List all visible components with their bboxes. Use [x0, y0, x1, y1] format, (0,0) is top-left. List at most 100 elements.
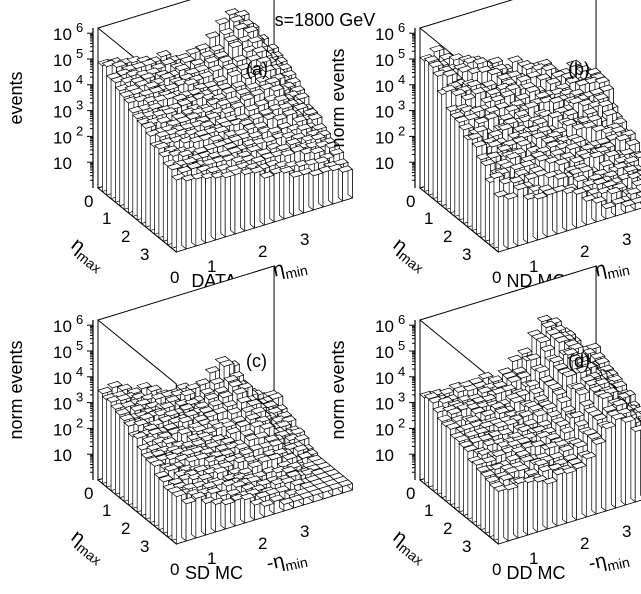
- y-tick-label: 3: [300, 522, 309, 541]
- lego-bar: [532, 474, 548, 533]
- panel-tag: (a): [246, 59, 268, 79]
- lego-bar: [259, 499, 275, 518]
- lego-bar: [561, 186, 578, 232]
- z-tick-exponent: 3: [76, 98, 83, 113]
- z-axis-label: events: [6, 71, 26, 124]
- figure-title: √s=1800 GeV: [265, 10, 375, 30]
- lego-bar: [561, 466, 578, 524]
- lego-bar: [327, 482, 344, 497]
- lego-bar: [288, 170, 305, 217]
- lego-bar: [327, 163, 344, 205]
- lego-bars: [97, 7, 354, 253]
- z-axis-label: norm events: [328, 340, 348, 439]
- z-tick-label: 10: [375, 51, 394, 70]
- lego-bar: [220, 170, 236, 238]
- x-tick-label: 1: [102, 501, 111, 520]
- lego-bar: [571, 187, 588, 229]
- lego-bar: [171, 172, 187, 253]
- x-tick-label: 2: [121, 227, 130, 246]
- x-tick-label: 0: [84, 192, 93, 211]
- z-tick-label: 10: [53, 77, 72, 96]
- y-tick-label: 0: [170, 560, 179, 579]
- z-tick-label: 10: [53, 154, 72, 173]
- y-tick-label: 1: [529, 549, 538, 568]
- lego-bar: [337, 479, 354, 494]
- lego-bar: [288, 494, 305, 509]
- z-tick-label: 10: [375, 369, 394, 388]
- z-tick-label: 10: [53, 51, 72, 70]
- lego-bar: [337, 165, 354, 202]
- z-tick-label: 10: [53, 103, 72, 122]
- lego-bar: [542, 476, 558, 530]
- lego-bars: [419, 314, 641, 545]
- panel-caption: SD MC: [185, 563, 243, 583]
- z-tick-exponent: 3: [398, 98, 405, 113]
- lego-bar: [317, 165, 334, 208]
- lego-bar: [551, 184, 568, 235]
- y-tick-label: 1: [207, 257, 216, 276]
- z-tick-exponent: 4: [76, 72, 83, 87]
- z-tick-label: 10: [375, 77, 394, 96]
- x-axis-label: ηmax: [387, 234, 432, 277]
- lego-bars: [419, 44, 641, 253]
- lego-bar: [298, 167, 314, 214]
- x-tick-label: 2: [443, 519, 452, 538]
- x-tick-label: 3: [140, 245, 149, 264]
- y-tick-label: 2: [258, 242, 267, 261]
- panel-caption: DD MC: [507, 563, 566, 583]
- y-tick-label: 2: [580, 534, 589, 553]
- lego-bar: [278, 165, 295, 220]
- z-tick-exponent: 3: [76, 390, 83, 405]
- z-tick-exponent: 2: [398, 415, 405, 430]
- z-tick-exponent: 4: [76, 364, 83, 379]
- z-axis-label: norm events: [6, 340, 26, 439]
- y-tick-label: 0: [492, 560, 501, 579]
- x-tick-label: 0: [84, 484, 93, 503]
- x-tick-label: 3: [140, 537, 149, 556]
- z-axis-label: norm events: [328, 48, 348, 147]
- y-tick-label: 0: [492, 268, 501, 287]
- lego-bar: [581, 194, 597, 226]
- z-tick-exponent: 5: [76, 338, 83, 353]
- lego-bars: [97, 355, 354, 545]
- lego-bar: [181, 173, 197, 250]
- z-tick-exponent: 6: [398, 20, 405, 35]
- z-tick-exponent: 2: [76, 123, 83, 138]
- y-tick-label: 1: [529, 257, 538, 276]
- z-tick-exponent: 6: [398, 312, 405, 327]
- z-tick-label: 10: [375, 25, 394, 44]
- lego-bar: [210, 497, 226, 533]
- x-tick-label: 2: [121, 519, 130, 538]
- lego-bar: [512, 476, 529, 539]
- lego-bar: [610, 412, 627, 509]
- lego-bar: [493, 189, 509, 253]
- z-tick-label: 10: [53, 317, 72, 336]
- z-tick-label: 10: [53, 343, 72, 362]
- z-tick-label: 10: [53, 420, 72, 439]
- z-tick-label: 10: [375, 103, 394, 122]
- y-axis-label: -ηmin: [264, 545, 309, 578]
- z-tick-label: 10: [375, 395, 394, 414]
- lego-bar: [600, 201, 617, 220]
- z-tick-exponent: 5: [398, 46, 405, 61]
- y-axis-label: -ηmin: [586, 545, 631, 578]
- z-tick-label: 10: [375, 154, 394, 173]
- z-tick-label: 10: [53, 395, 72, 414]
- lego-bar: [239, 492, 256, 524]
- x-tick-label: 3: [462, 537, 471, 556]
- x-tick-label: 0: [406, 192, 415, 211]
- x-tick-label: 1: [424, 501, 433, 520]
- lego-bar: [259, 170, 275, 226]
- z-tick-exponent: 5: [398, 338, 405, 353]
- lego-bar: [210, 170, 226, 241]
- x-axis-label: ηmax: [65, 234, 110, 277]
- x-tick-label: 2: [443, 227, 452, 246]
- z-tick-exponent: 6: [76, 312, 83, 327]
- y-tick-label: 0: [170, 268, 179, 287]
- panel-tag: (b): [568, 59, 590, 79]
